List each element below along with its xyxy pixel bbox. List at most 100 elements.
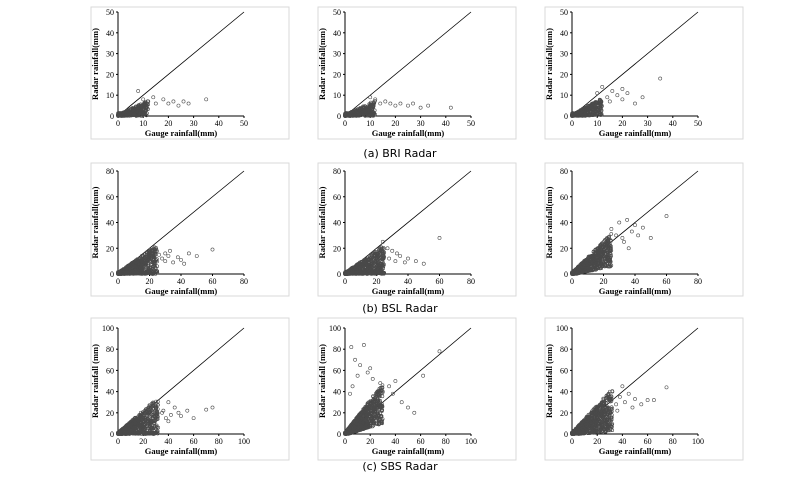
data-point <box>359 113 363 117</box>
y-tick-label: 20 <box>106 70 114 79</box>
x-tick-label: 40 <box>404 277 412 286</box>
data-point <box>176 103 181 108</box>
x-axis-label: Gauge rainfall(mm) <box>372 128 445 138</box>
data-point <box>126 269 130 274</box>
data-point <box>379 245 384 250</box>
x-tick-label: 20 <box>139 437 147 446</box>
data-point <box>153 247 157 252</box>
y-tick-label: 20 <box>560 244 568 253</box>
data-point <box>585 106 589 110</box>
data-point <box>139 259 143 263</box>
x-tick-label: 40 <box>631 277 639 286</box>
y-axis-label: Radar rainfall(mm) <box>90 28 100 100</box>
data-point <box>367 109 372 113</box>
data-point <box>126 267 131 272</box>
data-point <box>182 261 187 266</box>
data-point <box>378 101 383 106</box>
y-axis-label: Radar rainfall(mm) <box>317 28 327 100</box>
data-point <box>388 101 393 106</box>
y-tick-label: 20 <box>333 244 341 253</box>
data-point <box>357 107 362 112</box>
data-point <box>640 95 645 100</box>
data-point <box>152 259 157 264</box>
data-point <box>120 271 124 275</box>
data-point <box>134 260 139 264</box>
data-point <box>579 109 583 114</box>
panel-frame <box>90 162 290 297</box>
data-point <box>625 91 630 96</box>
x-tick-label: 60 <box>436 277 444 286</box>
y-tick-label: 20 <box>333 70 341 79</box>
data-point <box>600 84 605 89</box>
data-point <box>129 271 134 276</box>
data-point <box>633 101 637 106</box>
data-point <box>381 256 386 261</box>
data-point <box>363 107 367 112</box>
x-tick-label: 50 <box>694 119 702 128</box>
y-tick-label: 30 <box>560 50 568 59</box>
x-tick-label: 80 <box>694 277 702 286</box>
data-point <box>181 99 186 104</box>
y-tick-label: 10 <box>560 91 568 100</box>
y-tick-label: 60 <box>333 193 341 202</box>
x-tick-label: 30 <box>190 119 198 128</box>
x-tick-label: 50 <box>240 119 248 128</box>
data-point <box>411 101 415 106</box>
y-tick-label: 0 <box>564 112 568 121</box>
data-point <box>130 108 134 113</box>
x-tick-label: 80 <box>215 437 223 446</box>
data-point <box>136 103 141 108</box>
data-point <box>594 100 599 105</box>
data-point <box>134 264 139 269</box>
data-point <box>142 104 146 109</box>
x-tick-label: 0 <box>116 277 120 286</box>
data-point <box>448 105 453 110</box>
y-tick-label: 60 <box>106 366 114 375</box>
data-point <box>120 111 124 115</box>
x-tick-label: 0 <box>570 277 574 286</box>
data-point <box>163 251 168 256</box>
y-tick-label: 40 <box>560 29 568 38</box>
data-point <box>151 95 156 100</box>
y-tick-label: 80 <box>333 167 341 176</box>
data-point <box>598 104 603 109</box>
data-point <box>127 272 132 276</box>
y-tick-label: 20 <box>106 409 114 418</box>
data-point <box>146 99 151 104</box>
y-axis-label: Radar rainfall(mm) <box>544 28 554 100</box>
data-point <box>117 113 122 118</box>
data-point <box>123 109 128 114</box>
x-tick-label: 40 <box>215 119 223 128</box>
y-tick-label: 0 <box>337 270 341 279</box>
data-point <box>204 97 209 102</box>
y-axis-label: Radar rainfall(mm) <box>544 186 554 258</box>
data-point <box>579 111 584 115</box>
data-point <box>155 257 159 261</box>
data-point <box>163 259 168 264</box>
y-tick-label: 0 <box>564 270 568 279</box>
x-tick-label: 30 <box>417 119 425 128</box>
data-point <box>127 269 132 274</box>
data-point <box>370 106 375 110</box>
x-tick-label: 60 <box>209 277 217 286</box>
data-point <box>142 271 146 275</box>
x-tick-label: 20 <box>391 119 399 128</box>
x-tick-label: 40 <box>442 119 450 128</box>
x-tick-label: 20 <box>600 277 608 286</box>
data-point <box>370 263 375 267</box>
one-to-one-line <box>117 11 245 117</box>
one-to-one-line <box>117 170 245 275</box>
y-tick-label: 10 <box>333 91 341 100</box>
data-point <box>583 106 588 111</box>
data-point <box>365 113 370 118</box>
x-tick-label: 40 <box>164 437 172 446</box>
data-point <box>605 95 610 100</box>
data-point <box>361 113 366 117</box>
x-tick-label: 60 <box>190 437 198 446</box>
data-point <box>366 106 371 111</box>
data-point <box>658 76 663 81</box>
